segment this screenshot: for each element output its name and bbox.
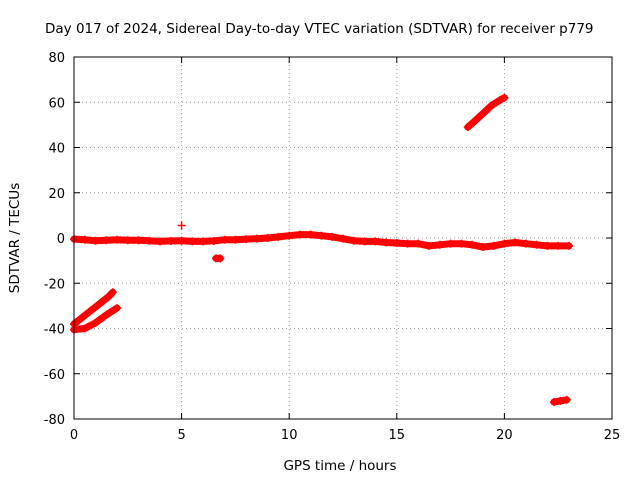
data-point: [274, 232, 283, 241]
data-point: [231, 235, 240, 244]
y-tick-label: -80: [44, 413, 65, 428]
data-point: [328, 232, 337, 241]
data-point: [252, 234, 261, 243]
data-point: [166, 236, 175, 245]
data-point: [295, 230, 304, 239]
data-point: [80, 235, 89, 244]
data-point: [113, 235, 122, 244]
data-point: [562, 395, 571, 404]
data-point: [457, 239, 466, 248]
data-series: [70, 93, 573, 407]
data-point: [403, 239, 412, 248]
data-point: [91, 318, 100, 327]
data-point: [285, 231, 294, 240]
data-point: [123, 236, 132, 245]
data-point: [549, 398, 558, 407]
data-point: [87, 306, 96, 315]
data-point: [80, 324, 89, 333]
series-main: [70, 230, 573, 252]
data-point: [500, 239, 509, 248]
y-tick-label: -40: [44, 323, 65, 338]
series-upper-left-arc: [70, 288, 117, 328]
data-point: [470, 117, 479, 126]
data-point: [425, 241, 434, 250]
data-point: [435, 240, 444, 249]
data-point: [543, 241, 552, 250]
data-point: [371, 237, 380, 246]
data-point: [134, 236, 143, 245]
data-point: [414, 239, 423, 248]
y-axis-label: SDTVAR / TECUs: [7, 183, 23, 293]
series-isolated-5h: [177, 221, 186, 230]
data-point: [521, 239, 530, 248]
chart-title: Day 017 of 2024, Sidereal Day-to-day VTE…: [45, 21, 594, 37]
y-tick-label: 0: [57, 232, 65, 247]
data-point: [489, 241, 498, 250]
data-point: [496, 95, 505, 104]
data-point: [199, 237, 208, 246]
y-tick-label: 20: [48, 187, 65, 202]
x-tick-label: 0: [70, 428, 78, 443]
data-point: [382, 238, 391, 247]
x-tick-label: 25: [604, 428, 621, 443]
data-point: [463, 123, 472, 132]
data-point: [317, 231, 326, 240]
data-point: [177, 236, 186, 245]
data-point: [220, 235, 229, 244]
data-point: [339, 234, 347, 243]
data-point: [556, 396, 565, 405]
data-point: [349, 236, 358, 245]
data-point: [95, 299, 104, 308]
data-point: [216, 254, 225, 263]
plot-frame: [73, 56, 613, 420]
series-upper-right-arc: [463, 93, 509, 132]
data-point: [177, 221, 186, 230]
y-tick-label: 40: [48, 142, 65, 157]
y-tick-label: -60: [44, 368, 65, 383]
data-point: [554, 241, 563, 250]
y-tick-label: -20: [44, 277, 65, 292]
data-point: [188, 237, 197, 246]
series-isolated-6.7h: [212, 254, 225, 263]
data-point: [487, 101, 496, 110]
data-point: [91, 236, 100, 245]
x-axis-label: GPS time / hours: [283, 458, 396, 474]
x-tick-label: 20: [496, 428, 513, 443]
data-point: [478, 243, 487, 252]
x-tick-label: 5: [177, 428, 185, 443]
series-bottom-right-segment: [549, 395, 571, 407]
data-point: [78, 313, 87, 322]
data-point: [209, 236, 218, 245]
data-point: [108, 288, 117, 297]
data-point: [392, 238, 401, 247]
data-point: [263, 234, 272, 242]
x-tick-label: 15: [389, 428, 406, 443]
data-point: [156, 237, 165, 246]
data-point: [500, 93, 509, 102]
axis-ticks: 0 5 10 15 20 25 -80 -60 -40 -20 0 20 40 60 80: [44, 51, 621, 443]
data-point: [104, 292, 113, 301]
y-tick-label: 60: [48, 96, 65, 111]
data-point: [446, 239, 455, 248]
y-tick-label: 80: [48, 51, 65, 66]
data-point: [102, 310, 111, 319]
data-point: [564, 241, 573, 250]
data-point: [532, 240, 541, 249]
x-tick-label: 10: [281, 428, 298, 443]
data-point: [478, 109, 487, 118]
data-point: [242, 235, 251, 244]
data-point: [113, 304, 122, 313]
data-point: [360, 237, 369, 246]
data-point: [511, 238, 520, 247]
data-point: [306, 230, 315, 239]
data-point: [468, 240, 477, 249]
data-point: [102, 236, 111, 245]
data-point: [145, 236, 154, 245]
